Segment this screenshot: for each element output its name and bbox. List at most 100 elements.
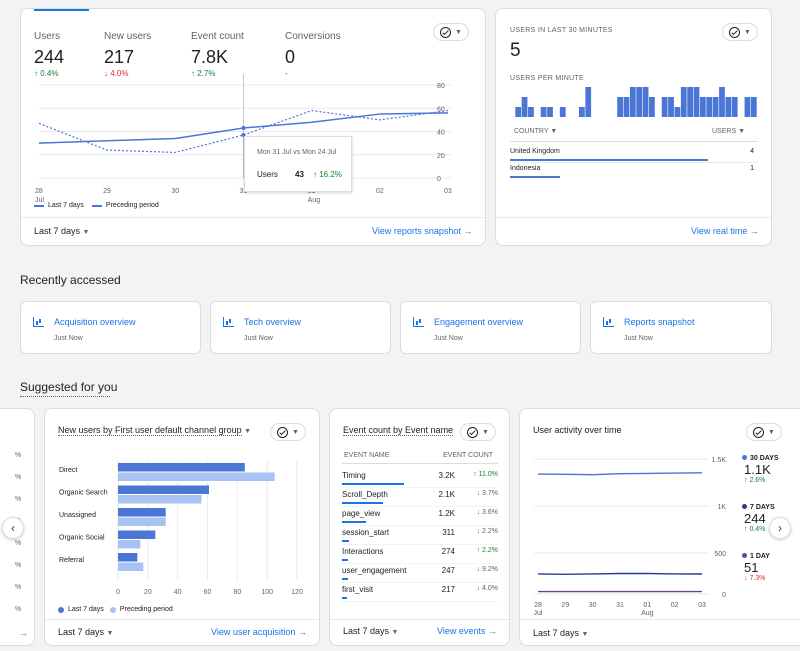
event-count: 311	[442, 528, 455, 537]
minute-bar	[623, 97, 630, 117]
y-tick-label: 40	[437, 130, 445, 137]
minute-bar	[680, 87, 687, 117]
minute-bar	[578, 107, 585, 117]
bar-last-7-days	[118, 530, 156, 539]
realtime-card: USERS IN LAST 30 MINUTES 5 ▼ USERS PER M…	[495, 8, 772, 246]
link-label: View events	[437, 626, 486, 636]
compare-toggle[interactable]: ▼	[460, 423, 496, 441]
activity-delta: ↑ 2.6%	[744, 477, 766, 484]
view-real-time-link[interactable]: View real time →	[691, 226, 759, 236]
tooltip-value: 43	[295, 170, 304, 179]
acquisition-card-title[interactable]: New users by First user default channel …	[58, 425, 252, 436]
x-tick-label: 30	[171, 188, 179, 195]
carousel-next-button[interactable]: ›	[769, 517, 791, 539]
metric-delta: -	[285, 69, 288, 78]
recent-card-title: Tech overview	[244, 317, 302, 327]
activity-label: 1 DAY	[750, 553, 770, 560]
y-tick-label: 1.5K	[712, 457, 727, 464]
minute-bar	[649, 97, 655, 117]
divider	[520, 619, 800, 620]
recent-card-subtitle: Just Now	[54, 335, 83, 342]
x-tick-label: 28	[35, 188, 43, 195]
date-range-label: Last 7 days	[34, 226, 81, 236]
minute-bar	[712, 97, 719, 117]
x-tick-label: 20	[144, 589, 152, 596]
x-tick-label: 29	[561, 602, 569, 609]
recent-card-acquisition-overview[interactable]: Acquisition overview Just Now	[20, 301, 201, 354]
activity-delta: ↑ 0.4%	[744, 526, 766, 533]
activity-label: 30 DAYS	[750, 455, 779, 462]
minute-bar	[693, 87, 700, 117]
x-tick-label: 100	[261, 589, 273, 596]
metric-label: New users	[104, 31, 152, 42]
activity-card: User activity over time ▼ 1.5K 1K 500 0 28 Ju…	[519, 408, 800, 646]
chevron-down-icon: ▼	[391, 629, 399, 636]
chart-icon	[603, 317, 614, 327]
recent-card-tech-overview[interactable]: Tech overview Just Now	[210, 301, 391, 354]
date-range-dropdown[interactable]: Last 7 days ▼	[58, 627, 113, 637]
bar-preceding-period	[118, 540, 141, 549]
x-tick-label: 28	[534, 602, 542, 609]
event-name: Timing	[342, 471, 366, 480]
view-reports-snapshot-link[interactable]: View reports snapshot →	[372, 226, 473, 236]
event-count-column-header[interactable]: EVENT COUNT	[443, 452, 494, 459]
recent-card-subtitle: Just Now	[434, 335, 463, 342]
minute-bar	[636, 87, 643, 117]
event-delta: ↓ 2.2%	[476, 528, 498, 535]
event-name: first_visit	[342, 585, 374, 594]
users-column-header[interactable]: USERS ▼	[712, 128, 745, 135]
partial-value: %	[15, 606, 22, 613]
date-range-label: Last 7 days	[343, 626, 390, 636]
legend-swatch-dashed	[91, 204, 102, 207]
bar-last-7-days	[118, 553, 138, 562]
recent-card-engagement-overview[interactable]: Engagement overview Just Now	[400, 301, 581, 354]
activity-value: 244	[744, 511, 766, 526]
event-delta: ↑ 2.2%	[476, 547, 498, 554]
x-tick-month: Aug	[641, 610, 654, 617]
recent-card-reports-snapshot[interactable]: Reports snapshot Just Now	[590, 301, 772, 354]
partial-value: %	[15, 496, 22, 503]
check-circle-icon	[753, 426, 765, 438]
date-range-dropdown[interactable]: Last 7 days ▼	[34, 226, 89, 236]
minute-bar	[699, 97, 706, 117]
x-tick-label: 30	[589, 602, 597, 609]
legend-dot	[742, 553, 747, 558]
category-label: Referral	[59, 557, 84, 564]
metric-delta: ↑ 2.7%	[191, 69, 216, 78]
event-name: user_engagement	[342, 566, 407, 575]
arrow-right-icon[interactable]: →	[19, 628, 28, 638]
country-column-header[interactable]: COUNTRY ▼	[514, 128, 557, 135]
carousel-prev-button[interactable]: ‹	[2, 517, 24, 539]
event-count: 217	[441, 585, 455, 594]
bar-preceding-period	[118, 517, 166, 526]
card-title-text: Event count by Event name	[343, 425, 454, 436]
legend-dot	[742, 455, 747, 460]
suggested-title: Suggested for you	[20, 380, 118, 394]
view-events-link[interactable]: View events →	[437, 626, 497, 636]
compare-toggle[interactable]: ▼	[746, 423, 782, 441]
link-label: View reports snapshot	[372, 226, 461, 236]
metric-delta: ↑ 0.4%	[34, 69, 59, 78]
y-tick-label: 500	[714, 551, 726, 558]
realtime-title: USERS IN LAST 30 MINUTES	[510, 27, 613, 34]
event-count: 274	[441, 547, 455, 556]
minute-bar	[750, 97, 757, 117]
per-minute-label: USERS PER MINUTE	[510, 75, 585, 82]
event-name-column-header[interactable]: EVENT NAME	[344, 452, 390, 459]
compare-toggle[interactable]: ▼	[722, 23, 758, 41]
activity-label: 7 DAYS	[750, 504, 775, 511]
events-card-title[interactable]: Event count by Event name	[343, 425, 454, 436]
date-range-dropdown[interactable]: Last 7 days ▼	[343, 626, 398, 636]
column-label: USERS	[712, 128, 737, 135]
divider	[496, 217, 771, 218]
chevron-down-icon: ▼	[244, 428, 252, 435]
recently-accessed-title: Recently accessed	[20, 273, 121, 287]
divider	[342, 582, 498, 583]
compare-toggle[interactable]: ▼	[270, 423, 306, 441]
date-range-dropdown[interactable]: Last 7 days ▼	[533, 628, 588, 638]
legend-previous: Preceding period	[119, 606, 173, 613]
minute-bar	[617, 97, 623, 117]
compare-toggle[interactable]: ▼	[433, 23, 469, 41]
view-user-acquisition-link[interactable]: View user acquisition →	[211, 627, 307, 637]
event-count: 3.2K	[438, 471, 455, 480]
